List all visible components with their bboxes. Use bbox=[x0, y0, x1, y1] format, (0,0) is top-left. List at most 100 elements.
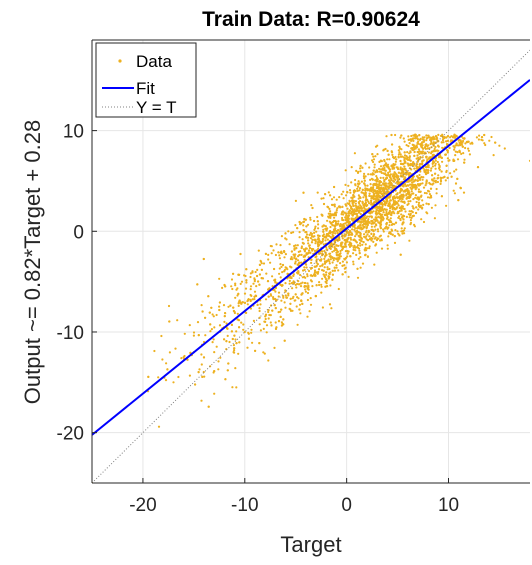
data-point bbox=[291, 287, 294, 290]
data-point bbox=[404, 157, 407, 160]
data-point bbox=[347, 211, 350, 214]
data-point bbox=[249, 285, 253, 288]
data-point bbox=[308, 244, 311, 247]
data-point bbox=[356, 187, 359, 190]
data-point bbox=[274, 327, 278, 330]
data-point bbox=[300, 246, 303, 250]
data-point bbox=[434, 204, 437, 207]
data-point bbox=[446, 176, 449, 179]
data-point bbox=[352, 218, 355, 221]
data-point bbox=[366, 233, 369, 236]
data-point bbox=[253, 298, 256, 301]
data-point bbox=[350, 196, 353, 199]
data-point bbox=[377, 215, 380, 218]
data-point bbox=[326, 227, 329, 230]
data-point bbox=[333, 225, 336, 228]
data-point bbox=[291, 297, 294, 300]
data-point bbox=[349, 191, 352, 194]
data-point bbox=[267, 253, 270, 256]
data-point bbox=[333, 240, 336, 243]
data-point bbox=[258, 342, 261, 345]
data-point bbox=[359, 256, 362, 259]
data-point bbox=[427, 164, 430, 167]
data-point bbox=[236, 312, 239, 315]
data-point bbox=[311, 206, 314, 210]
data-point bbox=[394, 163, 397, 166]
data-point bbox=[346, 217, 349, 220]
data-point bbox=[462, 191, 466, 194]
data-point bbox=[365, 195, 368, 198]
data-point bbox=[322, 269, 325, 272]
data-point bbox=[283, 301, 286, 304]
data-point bbox=[234, 338, 237, 341]
data-point bbox=[222, 304, 226, 307]
data-point bbox=[326, 266, 329, 269]
data-point bbox=[343, 239, 346, 242]
data-point bbox=[307, 239, 310, 242]
data-point bbox=[153, 349, 156, 353]
data-point bbox=[312, 235, 315, 238]
data-point bbox=[433, 217, 436, 220]
data-point bbox=[376, 178, 379, 181]
data-point bbox=[293, 244, 296, 248]
data-point bbox=[350, 205, 353, 208]
data-point bbox=[351, 214, 354, 217]
data-point bbox=[389, 231, 392, 234]
data-point bbox=[340, 213, 343, 216]
data-point bbox=[353, 212, 356, 215]
data-point bbox=[376, 170, 379, 173]
data-point bbox=[455, 142, 458, 145]
data-point bbox=[403, 227, 406, 230]
data-point bbox=[347, 214, 351, 217]
data-point bbox=[306, 282, 309, 285]
data-point bbox=[434, 164, 437, 167]
data-point bbox=[331, 250, 334, 253]
data-point bbox=[234, 296, 237, 299]
data-point bbox=[316, 215, 319, 219]
data-point bbox=[421, 178, 424, 181]
data-point bbox=[416, 179, 419, 182]
data-point bbox=[320, 285, 323, 288]
data-point bbox=[274, 280, 277, 283]
data-point bbox=[337, 205, 341, 208]
data-point bbox=[390, 223, 393, 226]
data-point bbox=[415, 206, 418, 209]
data-point bbox=[330, 203, 334, 206]
data-point bbox=[200, 353, 203, 356]
data-point bbox=[445, 140, 448, 143]
data-point bbox=[321, 225, 324, 228]
data-point bbox=[436, 160, 439, 164]
data-point bbox=[364, 175, 367, 178]
data-point bbox=[382, 211, 385, 214]
data-point bbox=[421, 182, 424, 185]
data-point bbox=[218, 305, 221, 308]
data-point bbox=[488, 139, 491, 142]
data-point bbox=[329, 232, 332, 235]
data-point bbox=[252, 282, 255, 285]
data-point bbox=[368, 194, 371, 197]
data-point bbox=[304, 236, 308, 239]
data-point bbox=[284, 290, 287, 293]
data-point bbox=[454, 150, 457, 153]
data-point bbox=[313, 219, 316, 223]
data-point bbox=[284, 237, 287, 240]
data-point bbox=[348, 189, 352, 192]
data-point bbox=[391, 205, 394, 208]
data-point bbox=[365, 220, 369, 223]
data-point bbox=[422, 176, 425, 179]
data-point bbox=[360, 240, 363, 243]
data-point bbox=[203, 375, 206, 378]
data-point bbox=[371, 178, 374, 181]
data-point bbox=[413, 146, 416, 149]
data-point bbox=[224, 285, 227, 288]
data-point bbox=[345, 261, 348, 264]
data-point bbox=[368, 237, 372, 241]
data-point bbox=[416, 175, 419, 178]
data-point bbox=[269, 293, 272, 296]
data-point bbox=[423, 136, 426, 139]
data-point bbox=[382, 176, 385, 179]
data-point bbox=[350, 233, 353, 236]
data-point bbox=[425, 137, 429, 140]
data-point bbox=[404, 210, 407, 213]
data-point bbox=[368, 166, 371, 169]
